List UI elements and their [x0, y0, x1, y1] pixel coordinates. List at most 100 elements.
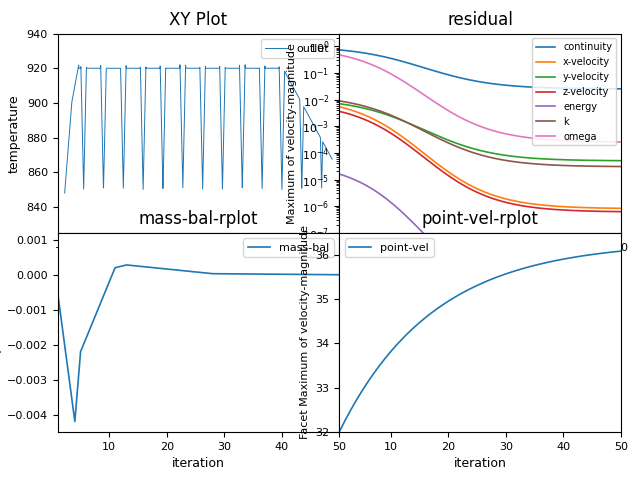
outlet [241, 62, 249, 68]
mass-bal [111, 265, 119, 271]
X-axis label: iteration: iteration [172, 457, 225, 470]
Line: y-velocity: y-velocity [339, 104, 621, 161]
point-vel [451, 295, 458, 300]
mass-bal [94, 307, 102, 312]
energy [591, 300, 598, 306]
mass-bal [186, 268, 194, 274]
point-vel [416, 320, 424, 325]
point-vel [502, 271, 509, 277]
y-velocity [502, 153, 509, 158]
mass-bal [77, 349, 84, 355]
Line: continuity: continuity [339, 50, 621, 89]
Legend: mass-bal: mass-bal [243, 239, 333, 257]
mass-bal [129, 263, 136, 268]
omega [335, 52, 343, 58]
z-velocity [502, 200, 509, 205]
mass-bal [237, 271, 245, 277]
point-vel [404, 330, 412, 336]
energy [573, 300, 580, 306]
Line: energy: energy [339, 174, 621, 304]
point-vel [605, 250, 613, 255]
Line: x-velocity: x-velocity [339, 107, 621, 208]
x-velocity [508, 197, 515, 203]
mass-bal [278, 271, 285, 277]
mass-bal [220, 271, 228, 276]
point-vel [341, 418, 349, 423]
mass-bal [318, 272, 326, 277]
mass-bal [335, 272, 343, 277]
mass-bal [180, 268, 188, 274]
energy [508, 291, 515, 297]
point-vel [433, 306, 441, 312]
point-vel [358, 388, 366, 394]
Title: residual: residual [447, 11, 513, 29]
mass-bal [100, 293, 108, 299]
mass-bal [295, 272, 303, 277]
point-vel [381, 355, 389, 361]
point-vel [335, 429, 343, 435]
Title: XY Plot: XY Plot [170, 11, 227, 29]
mass-bal [54, 289, 61, 295]
Legend: point-vel: point-vel [345, 239, 433, 257]
point-vel [531, 263, 538, 268]
mass-bal [106, 279, 113, 285]
k [617, 164, 625, 169]
mass-bal [140, 264, 148, 270]
X-axis label: iteration: iteration [454, 457, 506, 470]
mass-bal [203, 270, 211, 276]
Line: point-vel: point-vel [339, 251, 621, 432]
omega [591, 139, 598, 144]
mass-bal [65, 375, 73, 381]
point-vel [496, 273, 504, 279]
point-vel [439, 302, 447, 308]
y-velocity [336, 101, 344, 107]
point-vel [479, 280, 486, 286]
mass-bal [123, 262, 131, 268]
continuity [617, 86, 625, 92]
point-vel [410, 324, 418, 330]
point-vel [617, 248, 625, 254]
point-vel [588, 252, 596, 257]
mass-bal [266, 271, 274, 277]
mass-bal [169, 267, 177, 273]
Title: point-vel-rplot: point-vel-rplot [422, 210, 538, 228]
k [573, 163, 580, 169]
point-vel [571, 254, 579, 260]
point-vel [536, 261, 544, 267]
mass-bal [88, 321, 96, 326]
omega [508, 132, 515, 138]
mass-bal [324, 272, 332, 277]
x-velocity [502, 196, 509, 202]
y-velocity [508, 153, 515, 159]
point-vel [347, 407, 355, 413]
omega [503, 131, 511, 137]
point-vel [559, 256, 567, 262]
k [508, 158, 515, 164]
mass-bal [232, 271, 239, 277]
point-vel [565, 255, 573, 261]
outlet [294, 94, 302, 99]
mass-bal [312, 272, 320, 277]
mass-bal [226, 271, 234, 276]
point-vel [393, 342, 401, 348]
Line: k: k [339, 101, 621, 167]
point-vel [474, 283, 481, 288]
y-velocity [335, 101, 343, 107]
outlet [92, 65, 99, 71]
point-vel [525, 264, 532, 270]
y-velocity [573, 157, 580, 163]
Line: omega: omega [339, 55, 621, 142]
point-vel [577, 253, 584, 259]
point-vel [582, 252, 590, 258]
continuity [335, 47, 343, 53]
mass-bal [260, 271, 268, 277]
mass-bal [60, 333, 67, 338]
continuity [508, 83, 515, 89]
z-velocity [503, 200, 511, 205]
mass-bal [71, 419, 79, 424]
point-vel [490, 275, 498, 281]
mass-bal [134, 263, 142, 269]
continuity [503, 83, 511, 88]
k [336, 98, 344, 104]
continuity [573, 85, 580, 91]
